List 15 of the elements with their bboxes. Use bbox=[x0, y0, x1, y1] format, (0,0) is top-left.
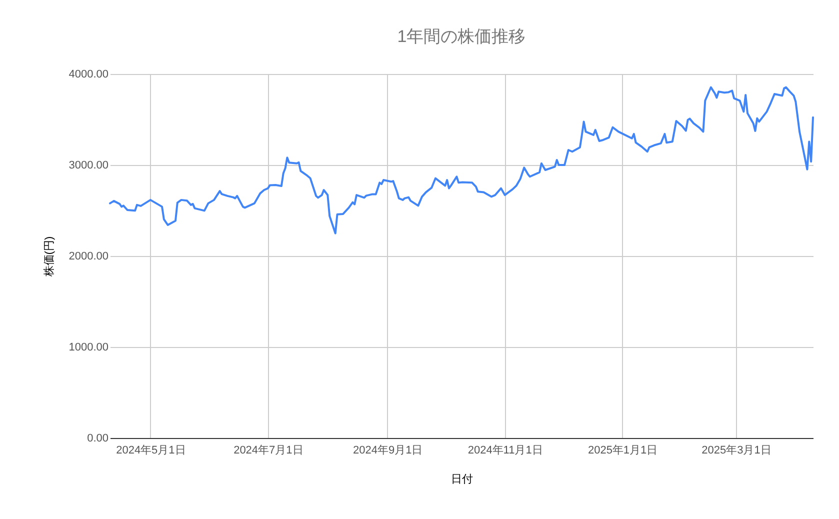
chart-title: 1年間の株価推移 bbox=[397, 27, 526, 46]
y-tick-label: 4000.00 bbox=[68, 68, 108, 80]
y-tick-label: 2000.00 bbox=[68, 250, 108, 262]
x-tick-label: 2025年3月1日 bbox=[702, 444, 772, 456]
x-tick-label: 2024年9月1日 bbox=[352, 444, 423, 456]
y-axis-title: 株価(円) bbox=[42, 236, 56, 278]
y-tick-label: 1000.00 bbox=[68, 342, 108, 354]
line-series bbox=[109, 86, 814, 234]
x-axis-title: 日付 bbox=[451, 474, 473, 486]
x-tick-label: 2025年1月1日 bbox=[588, 444, 658, 456]
x-tick-label: 2024年11月1日 bbox=[468, 444, 543, 456]
y-tick-label: 3000.00 bbox=[68, 160, 108, 172]
y-tick-label: 0.00 bbox=[87, 432, 108, 444]
x-tick-label: 2024年7月1日 bbox=[234, 444, 304, 456]
x-tick-label: 2024年5月1日 bbox=[116, 444, 186, 456]
